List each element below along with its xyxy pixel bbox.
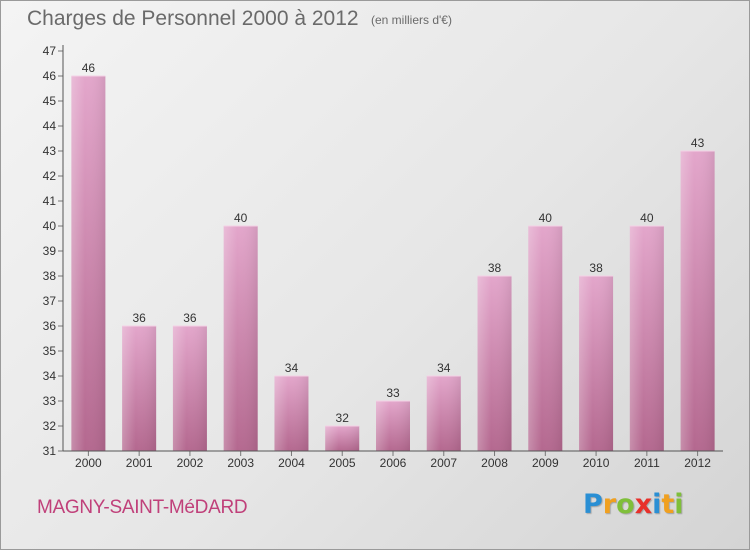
bar-value-label: 32 <box>336 411 350 425</box>
y-tick-label: 34 <box>43 369 57 383</box>
x-tick-label: 2011 <box>634 456 660 470</box>
bar-value-label: 34 <box>285 361 299 375</box>
bar-shine <box>426 376 461 451</box>
logo-letter: r <box>602 489 617 520</box>
bar-value-label: 40 <box>234 211 248 225</box>
bar-value-label: 46 <box>82 61 96 75</box>
y-tick-label: 44 <box>43 119 57 133</box>
y-tick-label: 37 <box>43 294 57 308</box>
x-tick-label: 2007 <box>430 456 457 470</box>
x-tick-label: 2004 <box>278 456 305 470</box>
bar-shine <box>172 326 207 451</box>
y-tick-label: 46 <box>43 69 57 83</box>
proxiti-logo: Proxiti <box>583 489 684 520</box>
y-tick-label: 45 <box>43 94 57 108</box>
bar-value-label: 40 <box>640 211 654 225</box>
y-tick-label: 36 <box>43 319 57 333</box>
x-tick-label: 2001 <box>126 456 153 470</box>
y-tick-label: 32 <box>43 419 57 433</box>
x-tick-label: 2005 <box>329 456 356 470</box>
y-tick-label: 38 <box>43 269 57 283</box>
bar-value-label: 34 <box>437 361 451 375</box>
y-tick-label: 40 <box>43 219 57 233</box>
bar-shine <box>680 151 715 451</box>
bar-shine <box>122 326 157 451</box>
logo-letter: t <box>661 489 675 520</box>
y-tick-label: 33 <box>43 394 57 408</box>
y-tick-label: 47 <box>43 44 57 58</box>
bar-shine <box>629 226 664 451</box>
bar-shine <box>579 276 614 451</box>
bar-shine <box>274 376 309 451</box>
bar-value-label: 43 <box>691 136 705 150</box>
logo-letter: o <box>616 489 635 520</box>
y-tick-label: 35 <box>43 344 57 358</box>
x-tick-label: 2012 <box>684 456 711 470</box>
x-tick-label: 2006 <box>380 456 407 470</box>
logo-letter: i <box>674 489 684 520</box>
x-tick-label: 2003 <box>227 456 254 470</box>
logo-letter: x <box>634 489 653 520</box>
bar-shine <box>376 401 410 451</box>
y-tick-label: 39 <box>43 244 57 258</box>
bar-shine <box>71 76 106 451</box>
bar-value-label: 38 <box>589 261 603 275</box>
bar-value-label: 38 <box>488 261 502 275</box>
y-tick-label: 42 <box>43 169 57 183</box>
logo-letter: i <box>652 489 662 520</box>
bar-value-label: 36 <box>132 311 146 325</box>
chart-title: Charges de Personnel 2000 à 2012 <box>27 7 359 30</box>
x-tick-label: 2002 <box>177 456 204 470</box>
bar-shine <box>325 426 360 451</box>
bar-value-label: 40 <box>539 211 553 225</box>
bar-value-label: 36 <box>183 311 197 325</box>
bar-shine <box>477 276 512 451</box>
bar-value-label: 33 <box>386 386 400 400</box>
y-tick-label: 31 <box>43 444 57 458</box>
x-tick-label: 2000 <box>75 456 102 470</box>
x-tick-label: 2009 <box>532 456 559 470</box>
y-tick-label: 43 <box>43 144 57 158</box>
bar-shine <box>528 226 563 451</box>
chart-subtitle: (en milliers d'€) <box>371 13 452 27</box>
commune-name: MAGNY-SAINT-MéDARD <box>37 497 248 518</box>
logo-letter: P <box>583 489 603 520</box>
x-tick-label: 2008 <box>481 456 508 470</box>
bar-shine <box>223 226 258 451</box>
y-tick-label: 41 <box>43 194 57 208</box>
x-tick-label: 2010 <box>583 456 610 470</box>
